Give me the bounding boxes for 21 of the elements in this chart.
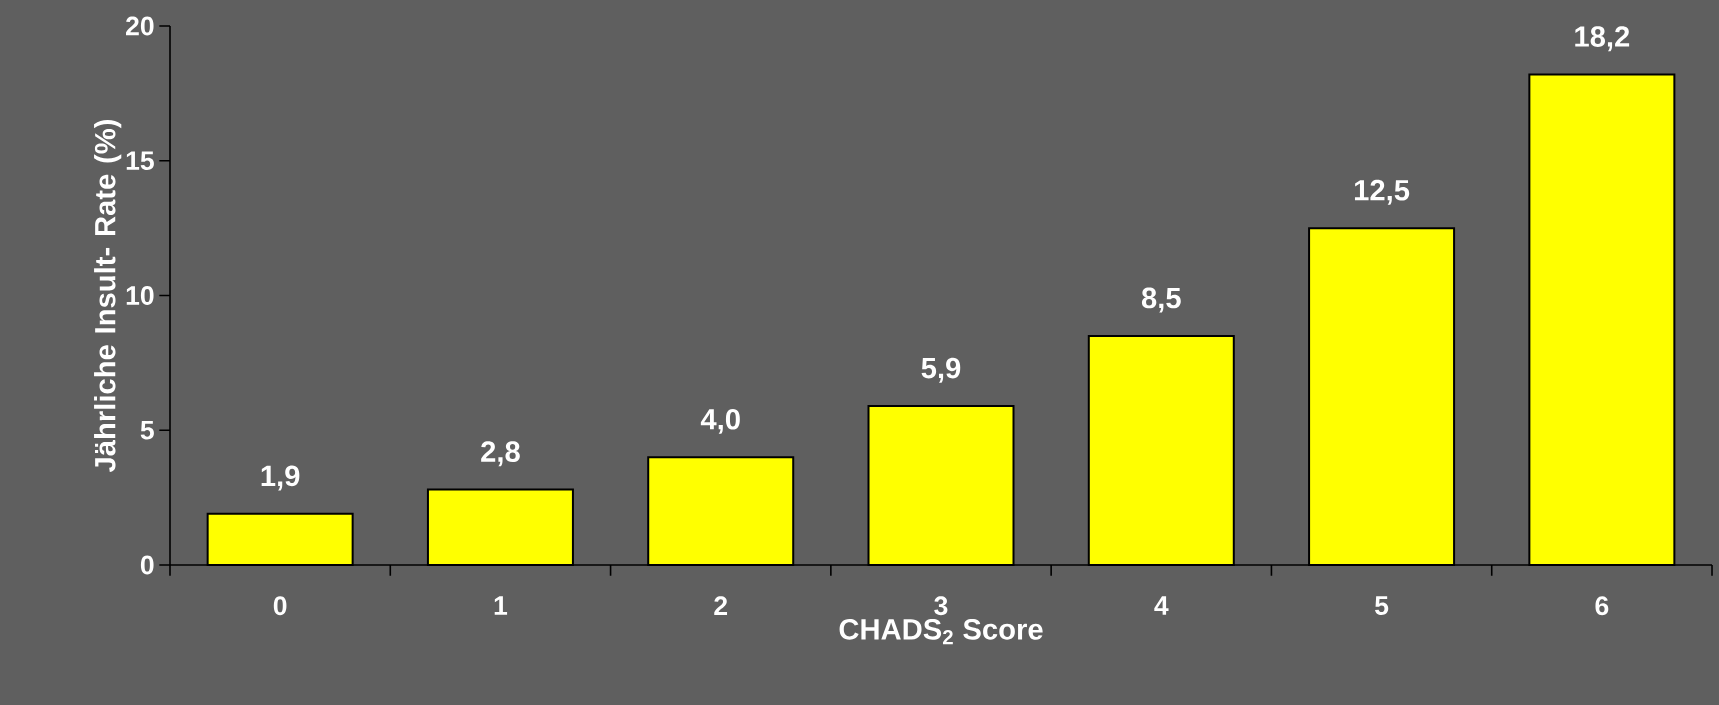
data-label: 2,8 (481, 441, 520, 467)
y-tick-label: 5 (140, 420, 154, 440)
x-tick-label: 2 (714, 596, 728, 615)
y-tick-label: 0 (140, 555, 154, 575)
y-tick-label: 20 (126, 16, 154, 36)
x-tick-label: 0 (273, 596, 287, 616)
data-label: 18,2 (1575, 26, 1630, 52)
x-tick-label: 3 (934, 596, 948, 616)
data-label: 8,5 (1141, 287, 1181, 313)
x-tick-label: 4 (1154, 596, 1169, 615)
data-label: 1,9 (261, 465, 300, 491)
y-tick-label: 15 (126, 151, 154, 171)
x-tick-label: 1 (494, 596, 508, 615)
x-axis-title: CHADS$_{2}$ Score (839, 618, 1043, 645)
x-tick-label: 5 (1375, 596, 1389, 615)
y-tick-label: 10 (126, 286, 154, 305)
data-label: 12,5 (1354, 179, 1410, 205)
y-axis-title: Jährliche Insult- Rate (%) (94, 120, 122, 473)
data-label: 5,9 (921, 357, 961, 383)
data-label: 4,0 (700, 408, 740, 434)
x-tick-label: 6 (1595, 596, 1609, 616)
